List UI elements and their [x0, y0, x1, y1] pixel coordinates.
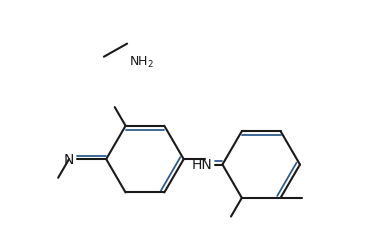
Text: NH$_2$: NH$_2$ — [130, 55, 154, 70]
Text: N: N — [64, 153, 74, 167]
Text: HN: HN — [192, 158, 212, 172]
